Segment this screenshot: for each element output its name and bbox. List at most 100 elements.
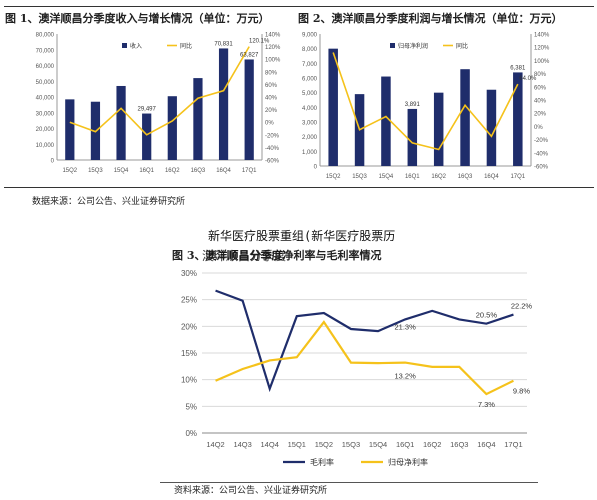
fig2-y2tick-label: 120% xyxy=(534,46,550,52)
fig2-y2tick-label: 140% xyxy=(534,33,550,39)
fig2-y2tick-label: 40% xyxy=(534,99,547,105)
watermark-line2: 澳洋顺昌分季度 xyxy=(202,249,287,263)
fig3-xtick-label: 16Q2 xyxy=(423,440,441,449)
fig2-y2tick-label: 60% xyxy=(534,85,547,91)
watermark-line1: 新华医疗股票重组(新华医疗股票历 xyxy=(208,229,396,243)
profit-chart: 0 1,000 2,000 3,000 4,000 5,000 6,000 7,000 8,00… xyxy=(302,33,550,181)
fig3-data-label: 21.3% xyxy=(394,322,416,331)
fig3-data-label: 9.8% xyxy=(513,387,530,396)
top-rule xyxy=(4,6,594,7)
source-bottom: 资料来源：公司公告、兴业证券研究所 xyxy=(174,485,328,495)
fig1-title: 图 1、澳洋顺昌分季度收入与增长情况（单位：万元） xyxy=(5,12,270,25)
fig2-bar xyxy=(513,72,523,166)
fig2-ytick-label: 9,000 xyxy=(302,33,318,39)
fig3-ytick-label: 0% xyxy=(185,429,197,438)
fig1-data-label: 29,497 xyxy=(138,107,157,113)
fig3-ytick-label: 30% xyxy=(181,269,197,278)
fig1-legend-swatch-bar xyxy=(122,43,127,48)
fig1-y2tick-label: -60% xyxy=(265,159,280,165)
fig2-bar xyxy=(460,69,470,166)
fig2-y2tick-label: -20% xyxy=(534,138,549,144)
fig2-y2tick-label: -40% xyxy=(534,151,549,157)
fig3-xtick-label: 14Q3 xyxy=(233,440,251,449)
fig1-ytick-label: 50,000 xyxy=(36,80,55,86)
fig3-xtick-label: 15Q2 xyxy=(315,440,333,449)
fig2-bar xyxy=(433,92,444,166)
fig2-y2tick-label: 0% xyxy=(534,125,543,131)
fig3-xtick-label: 14Q4 xyxy=(261,440,279,449)
fig3-data-label: 13.2% xyxy=(394,372,416,381)
fig3-data-label: 22.2% xyxy=(511,302,533,311)
fig1-xtick-label: 16Q3 xyxy=(191,168,206,174)
fig1-bar xyxy=(244,59,254,160)
fig2-ytick-label: 4,000 xyxy=(302,106,318,112)
fig3-xtick-label: 15Q3 xyxy=(342,440,360,449)
fig2-ytick-label: 6,000 xyxy=(302,77,318,83)
fig2-bar xyxy=(486,89,497,166)
fig3-ytick-label: 20% xyxy=(181,322,197,331)
fig1-y2tick-label: 20% xyxy=(265,108,278,114)
fig2-xtick-label: 15Q4 xyxy=(379,174,394,180)
fig3-xtick-label: 16Q3 xyxy=(450,440,468,449)
fig2-xtick-label: 15Q3 xyxy=(352,174,367,180)
fig2-xtick-label: 16Q1 xyxy=(405,174,420,180)
fig2-xtick-label: 15Q2 xyxy=(326,174,341,180)
fig2-title: 图 2、澳洋顺昌分季度利润与增长情况（单位：万元） xyxy=(298,12,563,25)
fig1-xtick-label: 15Q4 xyxy=(114,168,129,174)
fig2-bar xyxy=(381,76,391,166)
fig1-xtick-label: 15Q2 xyxy=(62,168,77,174)
fig2-ytick-label: 3,000 xyxy=(302,121,318,127)
fig1-y2tick-label: 140% xyxy=(265,33,281,39)
fig2-yoy-line xyxy=(332,52,519,151)
fig1-bar xyxy=(65,99,75,160)
fig2-xtick-label: 16Q3 xyxy=(458,174,473,180)
fig3-legend-label: 毛利率 xyxy=(310,457,334,467)
fig1-y2tick-label: 0% xyxy=(265,121,274,127)
fig1-ytick-label: 20,000 xyxy=(36,127,55,133)
fig3-net-margin-line xyxy=(215,320,514,396)
fig1-data-label: 120.1% xyxy=(249,39,270,45)
fig1-ytick-label: 70,000 xyxy=(36,48,55,54)
fig1-bar xyxy=(193,78,203,160)
fig3-ytick-label: 5% xyxy=(185,402,197,411)
fig2-legend-label: 同比 xyxy=(456,42,468,50)
fig3-xtick-label: 16Q1 xyxy=(396,440,414,449)
fig3-ytick-label: 15% xyxy=(181,349,197,358)
fig2-ytick-label: 8,000 xyxy=(302,47,318,53)
fig2-ytick-label: 5,000 xyxy=(302,91,318,97)
fig1-y2tick-label: 60% xyxy=(265,83,278,89)
fig1-y2tick-label: -40% xyxy=(265,146,280,152)
fig3-xtick-label: 17Q1 xyxy=(504,440,522,449)
fig3-data-label: 7.3% xyxy=(478,400,495,409)
fig2-data-label: 3,891 xyxy=(405,102,421,108)
fig1-bar xyxy=(116,85,126,160)
fig2-ytick-label: 1,000 xyxy=(302,150,318,156)
fig3-xtick-label: 16Q4 xyxy=(477,440,495,449)
revenue-chart: 0 10,000 20,000 30,000 40,000 50,000 60,000 70,… xyxy=(36,33,281,175)
fig1-ytick-label: 40,000 xyxy=(36,96,55,102)
fig1-xtick-label: 15Q3 xyxy=(88,168,103,174)
fig1-xtick-label: 16Q2 xyxy=(165,168,180,174)
fig1-data-label: 63,827 xyxy=(240,52,259,58)
fig1-bar xyxy=(167,96,177,160)
fig3-legend-label: 归母净利率 xyxy=(388,457,428,467)
fig3-ytick-label: 25% xyxy=(181,296,197,305)
fig1-legend-label: 收入 xyxy=(130,42,142,50)
fig3-title: 图 3、澳洋顺昌分季度净利率与毛利率情况 xyxy=(172,249,382,262)
fig2-data-label: 6,381 xyxy=(510,65,526,71)
fig1-y2tick-label: 80% xyxy=(265,70,278,76)
fig2-y2tick-label: 100% xyxy=(534,59,550,65)
fig1-xtick-label: 17Q1 xyxy=(242,168,257,174)
fig1-ytick-label: 10,000 xyxy=(36,143,55,149)
source-top: 数据来源：公司公告、兴业证券研究所 xyxy=(32,196,186,206)
fig3-data-label: 20.5% xyxy=(476,311,498,320)
fig1-ytick-label: 30,000 xyxy=(36,111,55,117)
fig1-xtick-label: 16Q1 xyxy=(139,168,154,174)
fig2-xtick-label: 16Q2 xyxy=(431,174,446,180)
fig3-gross-margin-line xyxy=(215,289,514,393)
fig2-bar xyxy=(328,48,338,166)
mid-rule xyxy=(4,187,594,188)
fig1-bar xyxy=(142,113,152,160)
fig1-ytick-label: 60,000 xyxy=(36,64,55,70)
fig1-bar xyxy=(218,48,229,160)
